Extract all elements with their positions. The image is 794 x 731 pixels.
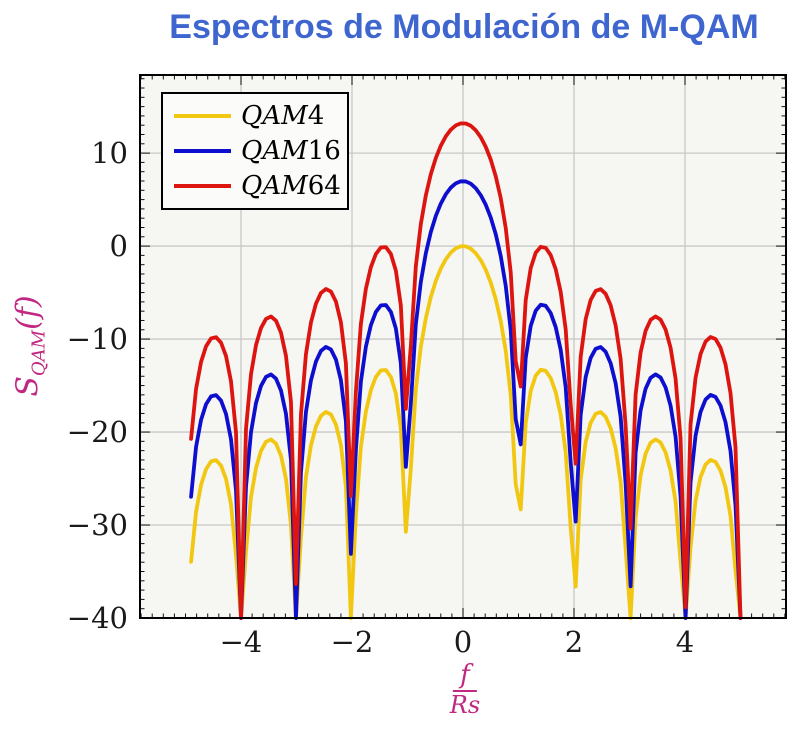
y-axis-label: SQAM(f)	[11, 295, 50, 396]
x-tick-label: −2	[331, 625, 374, 659]
y-tick-label: 10	[91, 136, 128, 170]
plot-frame	[139, 74, 787, 619]
legend-item-qam4: QAM4	[163, 101, 347, 131]
y-tick-label: −20	[67, 415, 128, 449]
y-tick-label: 0	[110, 229, 128, 263]
x-tick-label: 2	[565, 625, 583, 659]
legend-item-qam16: QAM16	[163, 136, 347, 166]
legend: QAM4 QAM16 QAM64	[161, 92, 349, 210]
x-tick-label: −4	[220, 625, 263, 659]
series-curve-qam64	[189, 121, 743, 620]
x-tick-label: 4	[676, 625, 694, 659]
x-tick-label: 0	[454, 625, 472, 659]
legend-line-sample	[174, 184, 231, 189]
y-axis-label-suffix: (f)	[10, 295, 46, 330]
legend-label: QAM4	[241, 100, 325, 131]
legend-line-sample	[174, 113, 231, 118]
legend-label: QAM16	[241, 135, 341, 166]
x-axis-label-numerator: f	[453, 661, 477, 693]
legend-line-sample	[174, 148, 231, 153]
series-curve-qam16	[189, 179, 743, 620]
series-curve-qam4	[189, 244, 743, 620]
legend-item-qam64: QAM64	[163, 171, 347, 201]
y-axis-label-base: S	[10, 376, 46, 397]
y-axis-label-subscript: QAM	[28, 329, 50, 377]
y-tick-label: −40	[67, 601, 128, 635]
legend-label: QAM64	[241, 171, 341, 202]
y-tick-label: −10	[67, 322, 128, 356]
x-axis-label-denominator: Rs	[449, 691, 481, 720]
chart-title: Espectros de Modulación de M-QAM	[169, 8, 759, 46]
y-tick-label: −30	[67, 508, 128, 542]
x-axis-label: f Rs	[449, 661, 481, 720]
